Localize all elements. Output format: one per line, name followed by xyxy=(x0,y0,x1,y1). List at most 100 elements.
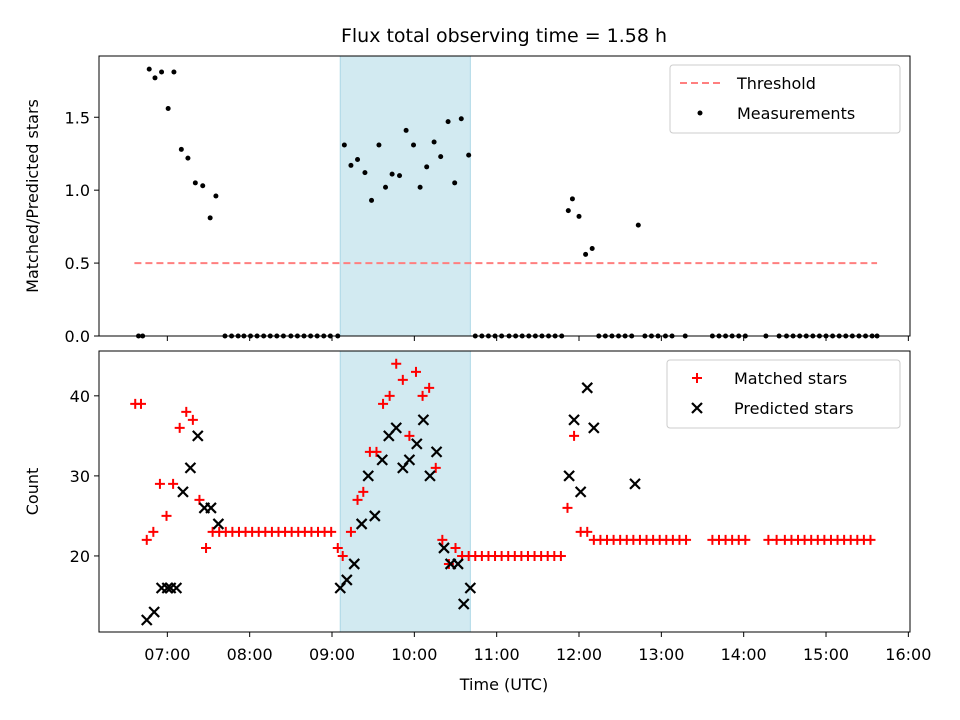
predicted-point xyxy=(192,430,204,442)
data-point xyxy=(213,193,219,199)
data-point xyxy=(589,246,595,251)
data-point xyxy=(171,69,177,75)
matched-point xyxy=(345,526,356,537)
matched-point xyxy=(865,534,876,545)
matched-point xyxy=(397,374,408,385)
predicted-point xyxy=(588,422,600,434)
data-point xyxy=(569,196,575,202)
matched-point xyxy=(326,526,337,537)
data-point xyxy=(466,152,472,158)
data-point xyxy=(192,180,198,186)
legend: Threshold Measurements xyxy=(669,64,901,134)
legend-frame xyxy=(666,359,901,429)
predicted-point xyxy=(362,470,375,482)
legend-swatch xyxy=(691,402,703,414)
legend-label: Predicted stars xyxy=(734,399,854,418)
data-point xyxy=(458,116,464,122)
matched-point xyxy=(181,406,192,417)
legend-label: Measurements xyxy=(737,104,855,123)
matched-point xyxy=(154,478,165,489)
data-point xyxy=(362,170,368,176)
ratio-panel: 0.0 0.5 1.0 1.5 Matched/Predicted stars Thres… xyxy=(23,55,911,346)
x-tick-label: 15:00 xyxy=(803,645,849,664)
predicted-point xyxy=(348,558,361,570)
chart-title: Flux total observing time = 1.58 h xyxy=(341,25,667,47)
data-point xyxy=(445,119,451,125)
predicted-point xyxy=(177,486,189,498)
predicted-point xyxy=(205,502,217,514)
y-tick-label: 30 xyxy=(70,467,90,486)
matched-point xyxy=(404,430,415,441)
predicted-point xyxy=(581,382,594,394)
data-point xyxy=(452,180,458,186)
matched-point xyxy=(187,414,198,425)
y-tick-label: 40 xyxy=(70,387,90,406)
x-tick-label: 13:00 xyxy=(638,645,684,664)
data-point xyxy=(397,173,403,179)
data-point xyxy=(369,197,375,203)
matched-point xyxy=(562,502,573,513)
legend-frame xyxy=(669,64,901,134)
matched-point xyxy=(352,494,363,505)
data-point xyxy=(159,69,165,75)
y-tick-label: 1.0 xyxy=(65,181,90,200)
legend-label: Threshold xyxy=(736,74,816,93)
predicted-point xyxy=(568,414,580,426)
y-axis-label: Count xyxy=(23,468,42,516)
axes-frame xyxy=(98,55,911,337)
predicted-point xyxy=(574,486,587,498)
legend: Matched stars Predicted stars xyxy=(666,359,901,429)
data-point xyxy=(348,162,354,168)
matched-point xyxy=(681,534,692,545)
matched-point xyxy=(424,382,435,393)
data-point xyxy=(417,184,423,190)
data-point xyxy=(185,155,191,161)
data-point xyxy=(200,183,206,189)
predicted-point xyxy=(563,470,575,482)
matched-point xyxy=(371,446,382,457)
predicted-point xyxy=(148,606,160,618)
predicted-point xyxy=(629,478,641,490)
predicted-point xyxy=(457,598,470,610)
x-tick-label: 10:00 xyxy=(391,645,437,664)
x-tick-label: 07:00 xyxy=(144,645,190,664)
matched-point xyxy=(391,358,402,369)
predicted-point xyxy=(403,454,416,466)
predicted-point xyxy=(464,582,477,594)
axes-frame xyxy=(98,350,911,633)
data-point xyxy=(583,251,589,257)
matched-point xyxy=(437,534,448,545)
y-tick-label: 1.5 xyxy=(65,108,90,127)
data-point xyxy=(438,154,444,160)
predicted-point xyxy=(417,414,430,426)
legend-label: Matched stars xyxy=(734,369,847,388)
predicted-point xyxy=(184,462,197,474)
predicted-point xyxy=(390,422,403,434)
x-tick-label: 14:00 xyxy=(721,645,767,664)
x-tick-label: 11:00 xyxy=(474,645,520,664)
series-matched-stars xyxy=(130,358,876,569)
matched-point xyxy=(378,398,389,409)
data-point xyxy=(341,142,347,148)
matched-point xyxy=(443,558,454,569)
matched-point xyxy=(582,526,593,537)
predicted-point xyxy=(424,470,436,482)
data-point xyxy=(207,215,213,221)
data-point xyxy=(146,66,152,72)
y-tick-label: 0.0 xyxy=(65,327,90,346)
count-panel: 20 30 40 07:00 08:00 09:00 10:00 11:00 12:00 13:0… xyxy=(23,351,931,664)
y-tick-label: 0.5 xyxy=(65,254,90,273)
matched-point xyxy=(135,398,146,409)
predicted-point xyxy=(376,454,389,466)
data-point xyxy=(355,157,361,163)
predicted-point xyxy=(430,446,443,458)
data-point xyxy=(383,184,389,190)
observing-window-band xyxy=(339,55,471,337)
predicted-point xyxy=(411,438,423,450)
matched-point xyxy=(337,550,348,561)
matched-point xyxy=(450,542,461,553)
matched-point xyxy=(161,510,172,521)
matched-point xyxy=(332,542,343,553)
x-tick-label: 08:00 xyxy=(227,645,273,664)
matched-point xyxy=(740,534,751,545)
